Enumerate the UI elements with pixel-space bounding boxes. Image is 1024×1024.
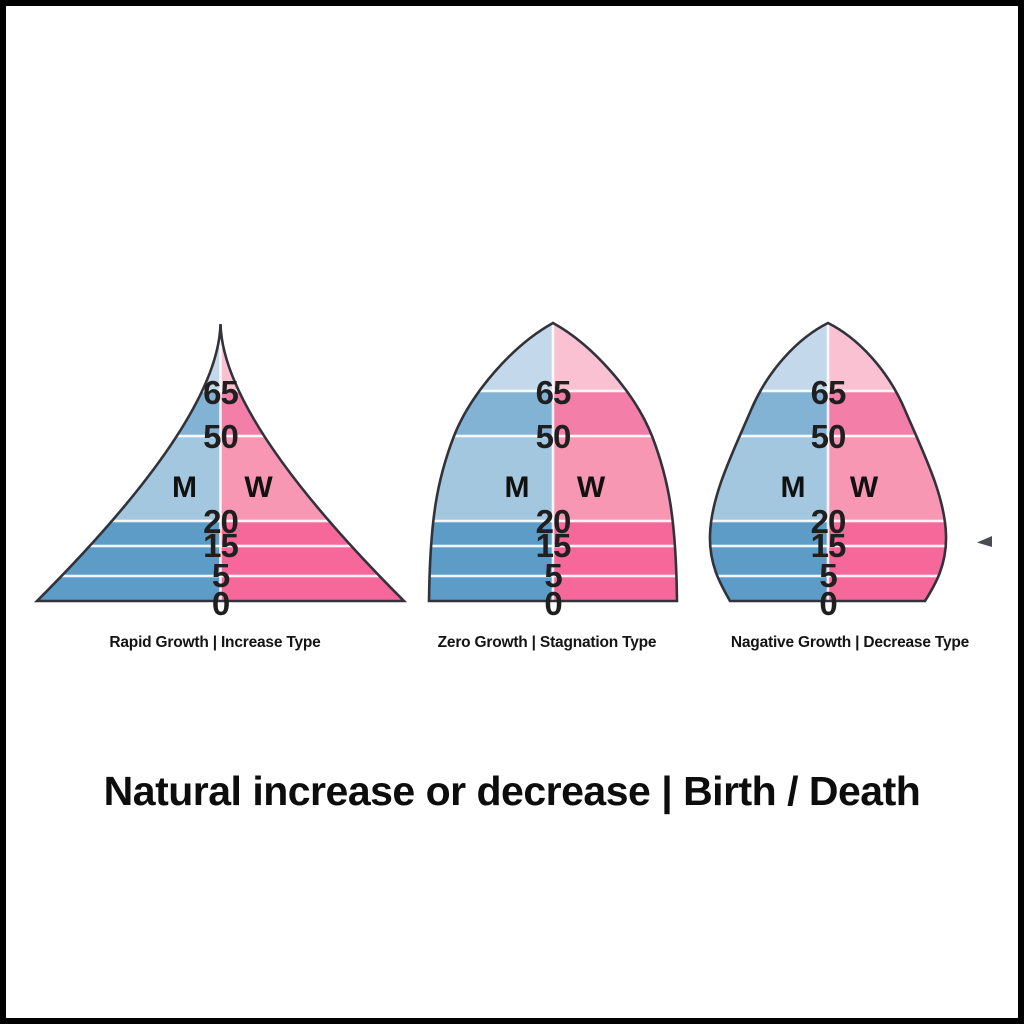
male-band-0-20 (37, 521, 221, 601)
male-band-65plus (37, 324, 221, 391)
pyramid-outline (427, 321, 679, 603)
pyramid-caption: Rapid Growth | Increase Type (109, 634, 321, 651)
age-label-5: 5 (212, 557, 230, 594)
pyramid-negative-growth: M W 65 50 20 15 5 0 (708, 321, 948, 622)
male-band-0-20 (709, 521, 828, 601)
male-band-50-65 (709, 391, 828, 436)
female-band-0-20 (828, 521, 947, 601)
male-label: M (781, 471, 806, 504)
female-band-50-65 (553, 391, 677, 436)
male-band-20-50 (709, 436, 828, 521)
male-band-50-65 (429, 391, 553, 436)
cursor-artifact (977, 536, 992, 547)
age-label-15: 15 (203, 527, 238, 564)
male-band-65plus (709, 323, 828, 391)
figure-title: Natural increase or decrease | Birth / D… (103, 768, 921, 814)
age-label-20: 20 (811, 503, 846, 540)
male-label: M (172, 471, 197, 504)
age-label-0: 0 (212, 585, 229, 622)
female-band-0-20 (553, 521, 677, 601)
female-band-65plus (553, 323, 677, 391)
age-label-65: 65 (811, 374, 846, 411)
age-label-0: 0 (544, 585, 561, 622)
age-label-65: 65 (536, 374, 571, 411)
age-label-20: 20 (536, 503, 571, 540)
pyramid-caption: Nagative Growth | Decrease Type (730, 634, 970, 651)
male-band-0-20 (429, 521, 553, 601)
female-label: W (850, 471, 879, 504)
age-label-0: 0 (819, 585, 836, 622)
female-band-50-65 (828, 391, 947, 436)
pyramid-zero-growth: M W 65 50 20 15 5 0 (427, 321, 679, 622)
age-label-50: 50 (203, 418, 238, 455)
gender-divider-line (826, 324, 830, 601)
male-label: M (505, 471, 530, 504)
age-label-15: 15 (811, 527, 846, 564)
age-label-65: 65 (203, 374, 238, 411)
female-band-20-50 (828, 436, 947, 521)
female-band-65plus (220, 324, 404, 391)
gender-divider-line (219, 326, 222, 601)
age-label-20: 20 (203, 503, 238, 540)
female-band-65plus (828, 323, 947, 391)
female-label: W (244, 471, 273, 504)
pyramid-rapid-growth: M W 65 50 20 15 5 0 (33, 323, 408, 622)
pyramid-outline (33, 323, 408, 603)
age-label-50: 50 (811, 418, 846, 455)
male-band-65plus (429, 323, 553, 391)
age-label-15: 15 (536, 527, 571, 564)
female-band-0-20 (220, 521, 404, 601)
age-label-50: 50 (536, 418, 571, 455)
gender-divider-line (551, 324, 555, 601)
pyramid-caption: Zero Growth | Stagnation Type (437, 634, 657, 651)
female-label: W (577, 471, 606, 504)
pyramid-outline (708, 321, 948, 603)
age-label-5: 5 (544, 557, 562, 594)
female-band-50-65 (220, 391, 404, 436)
age-label-5: 5 (819, 557, 837, 594)
